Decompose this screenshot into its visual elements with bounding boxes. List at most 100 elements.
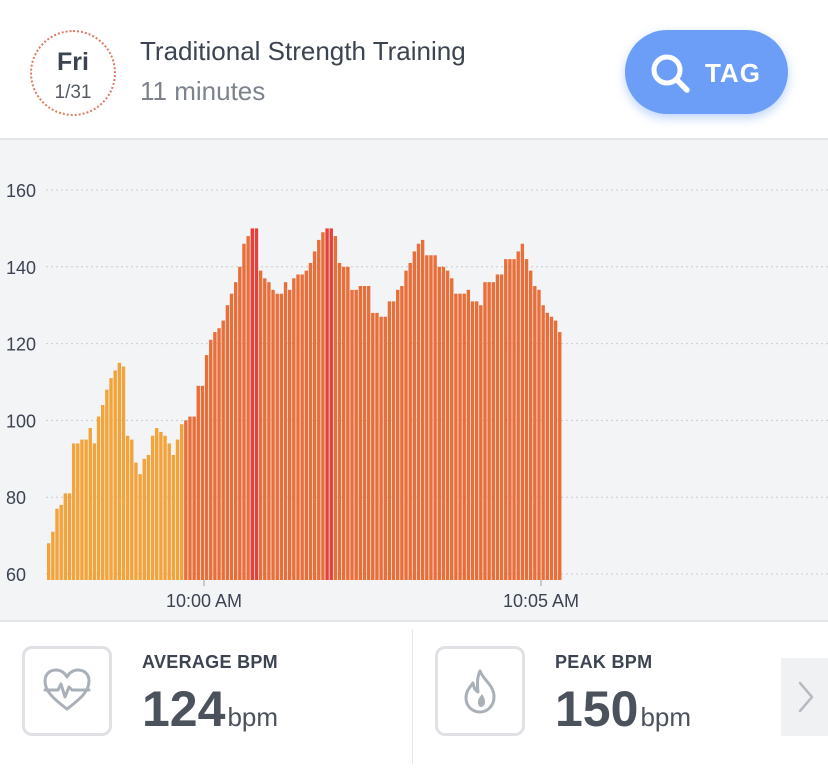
heart-rate-bar bbox=[130, 439, 134, 580]
heart-rate-bar bbox=[171, 454, 176, 580]
heart-rate-bar bbox=[217, 328, 221, 580]
date-day: Fri bbox=[57, 48, 89, 76]
flame-icon-box bbox=[435, 646, 525, 736]
heart-rate-bar bbox=[59, 504, 63, 580]
heart-rate-bar bbox=[524, 259, 529, 580]
heart-rate-bar bbox=[238, 266, 242, 580]
heart-rate-bar bbox=[134, 462, 138, 580]
heart-rate-bar bbox=[304, 270, 309, 580]
heart-rate-bar bbox=[258, 270, 263, 580]
heart-rate-bar bbox=[371, 312, 375, 580]
heart-rate-bar bbox=[400, 286, 404, 580]
average-bpm-unit: bpm bbox=[227, 702, 279, 732]
peak-bpm-card[interactable]: PEAK BPM 150bpm bbox=[413, 630, 828, 764]
heart-rate-bar bbox=[321, 232, 325, 580]
heart-rate-bar bbox=[300, 274, 304, 580]
x-axis-ticks: 10:00 AM 10:05 AM bbox=[166, 580, 579, 611]
heart-rate-bar bbox=[308, 262, 313, 580]
y-tick-label: 80 bbox=[6, 488, 26, 508]
heart-rate-bar bbox=[333, 236, 338, 580]
heart-rate-bar bbox=[312, 251, 317, 580]
y-tick-label: 140 bbox=[6, 258, 36, 278]
heart-rate-bar bbox=[420, 239, 425, 581]
heart-rate-bar bbox=[470, 301, 475, 580]
heart-rate-bar bbox=[76, 443, 80, 580]
heart-rate-bar bbox=[150, 435, 155, 580]
heart-rate-bar bbox=[508, 259, 512, 580]
heart-rate-bar bbox=[80, 439, 84, 580]
heart-rate-bar bbox=[246, 236, 250, 580]
next-stat-button[interactable] bbox=[781, 658, 828, 736]
heart-rate-bar bbox=[379, 316, 383, 580]
heart-rate-bar bbox=[155, 428, 159, 580]
heart-rate-bar bbox=[142, 458, 146, 580]
heart-rate-bar bbox=[491, 282, 495, 580]
heart-rate-bar bbox=[263, 278, 267, 580]
average-bpm-label: AVERAGE BPM bbox=[142, 652, 278, 672]
date-badge: Fri 1/31 bbox=[30, 30, 116, 116]
heart-rate-bar bbox=[63, 493, 68, 580]
date-number: 1/31 bbox=[54, 82, 92, 103]
heart-rate-bar bbox=[337, 262, 342, 580]
heart-rate-bar bbox=[188, 416, 192, 580]
heart-rate-chart: 60 80 100 120 140 160 10:00 AM 10:05 AM bbox=[0, 140, 828, 620]
tag-button[interactable]: TAG bbox=[625, 30, 788, 114]
heart-rate-bar bbox=[71, 443, 76, 580]
heart-rate-bar bbox=[113, 370, 117, 580]
heart-rate-bar bbox=[125, 435, 130, 580]
tag-button-label: TAG bbox=[705, 58, 761, 88]
heart-rate-bar bbox=[416, 243, 421, 580]
workout-title: Traditional Strength Training bbox=[140, 36, 466, 66]
heart-rate-bar bbox=[200, 385, 205, 580]
heart-rate-bar bbox=[541, 305, 545, 580]
heart-rate-bar bbox=[292, 278, 296, 580]
heart-rate-bar bbox=[425, 255, 429, 580]
heart-rate-bar bbox=[350, 289, 354, 580]
heart-rate-bar bbox=[204, 355, 209, 580]
workout-duration: 11 minutes bbox=[140, 76, 266, 106]
heart-rate-bar bbox=[325, 228, 329, 580]
heart-rate-bar bbox=[47, 543, 51, 580]
heart-rate-bar bbox=[429, 255, 433, 580]
heart-rate-bar bbox=[296, 274, 300, 580]
average-bpm-card[interactable]: AVERAGE BPM 124bpm bbox=[0, 630, 413, 764]
peak-bpm-value-group: 150bpm bbox=[555, 680, 691, 738]
heart-rate-bar bbox=[96, 416, 101, 580]
heart-rate-bar bbox=[167, 443, 171, 580]
chart-gridlines bbox=[46, 189, 828, 575]
heart-rate-bar bbox=[362, 286, 367, 580]
heart-rate-bar bbox=[474, 301, 479, 580]
x-tick-label: 10:00 AM bbox=[166, 591, 242, 611]
y-axis-ticks: 60 80 100 120 140 160 bbox=[6, 181, 36, 585]
heart-rate-bar bbox=[466, 289, 471, 580]
heart-rate-bar bbox=[558, 332, 562, 580]
heart-rate-bar bbox=[358, 286, 363, 580]
heart-rate-bar bbox=[387, 301, 392, 580]
heart-rate-bar bbox=[454, 293, 458, 580]
heart-rate-bar bbox=[242, 243, 246, 580]
heart-rate-bar bbox=[84, 439, 88, 580]
workout-header: Fri 1/31 Traditional Strength Training 1… bbox=[0, 0, 828, 140]
heart-rate-bar bbox=[516, 251, 520, 580]
peak-bpm-unit: bpm bbox=[640, 702, 692, 732]
heart-rate-bar bbox=[283, 282, 288, 580]
heart-rate-bar bbox=[445, 270, 450, 580]
heart-rate-bar bbox=[487, 282, 491, 580]
heart-rate-bar bbox=[254, 228, 259, 580]
heart-rate-bar bbox=[233, 282, 238, 580]
heart-rate-bar bbox=[55, 508, 59, 580]
heart-rate-bar bbox=[354, 289, 358, 580]
heart-rate-bar bbox=[450, 278, 454, 580]
peak-bpm-label: PEAK BPM bbox=[555, 652, 653, 672]
flame-icon bbox=[464, 669, 496, 714]
y-tick-label: 60 bbox=[6, 565, 26, 585]
heart-rate-bar bbox=[267, 282, 271, 580]
heart-rate-bar bbox=[528, 270, 533, 580]
heart-rate-bar bbox=[366, 286, 371, 580]
heart-rate-bar bbox=[184, 420, 188, 580]
heart-rate-bar bbox=[117, 362, 122, 580]
peak-bpm-value: 150 bbox=[555, 681, 639, 737]
heart-rate-icon-box bbox=[22, 646, 112, 736]
heart-rate-bar bbox=[51, 531, 55, 580]
heart-rate-bar bbox=[209, 339, 213, 580]
